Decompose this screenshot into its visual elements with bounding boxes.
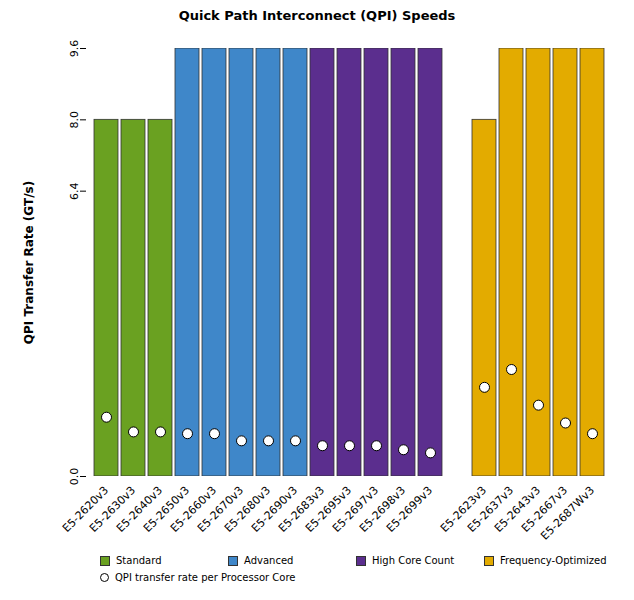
html-text:Frequency-Optimized: Frequency-Optimized	[500, 555, 607, 566]
svg-text:E5-2698v3: E5-2698v3	[356, 483, 409, 535]
svg-text:E5-2643v3: E5-2643v3	[491, 483, 544, 535]
svg-text:E5-2637v3: E5-2637v3	[464, 483, 517, 535]
svg-text:E5-2687Wv3: E5-2687Wv3	[538, 484, 597, 543]
svg-text:E5-2650v3: E5-2650v3	[140, 483, 193, 535]
html-text:High Core Count: High Core Count	[372, 555, 455, 566]
svg-text:8.0: 8.0	[68, 111, 81, 129]
svg-text:E5-2699v3: E5-2699v3	[384, 484, 435, 535]
svg-text:9.6: 9.6	[68, 40, 81, 58]
svg-text:E5-2630v3: E5-2630v3	[86, 483, 139, 535]
svg-text:E5-2680v3: E5-2680v3	[221, 483, 274, 535]
svg-text:E5-2660v3: E5-2660v3	[167, 483, 220, 535]
svg-text:E5-2697v3: E5-2697v3	[329, 483, 382, 535]
svg-text:E5-2695v3: E5-2695v3	[302, 483, 355, 535]
html-text:Advanced: Advanced	[244, 555, 294, 566]
svg-text:E5-2620v3: E5-2620v3	[59, 483, 112, 535]
svg-text:E5-2667v3: E5-2667v3	[518, 483, 571, 535]
svg-text:E5-2683v3: E5-2683v3	[275, 483, 328, 535]
svg-text:6.4: 6.4	[68, 182, 81, 200]
html-text:Quick Path Interconnect (QPI): Quick Path Interconnect (QPI) Speeds	[178, 8, 456, 23]
svg-text:E5-2623v3: E5-2623v3	[437, 483, 490, 535]
svg-text:QPI Transfer Rate (GT/s): QPI Transfer Rate (GT/s)	[22, 181, 36, 344]
html-text:Standard: Standard	[116, 555, 162, 566]
svg-text:E5-2640v3: E5-2640v3	[113, 483, 166, 535]
svg-text:E5-2670v3: E5-2670v3	[194, 483, 247, 535]
html-text:QPI transfer rate per Processo: QPI transfer rate per Processor Core	[115, 572, 296, 583]
svg-text:E5-2690v3: E5-2690v3	[248, 483, 301, 535]
svg-text:0.0: 0.0	[68, 468, 81, 486]
